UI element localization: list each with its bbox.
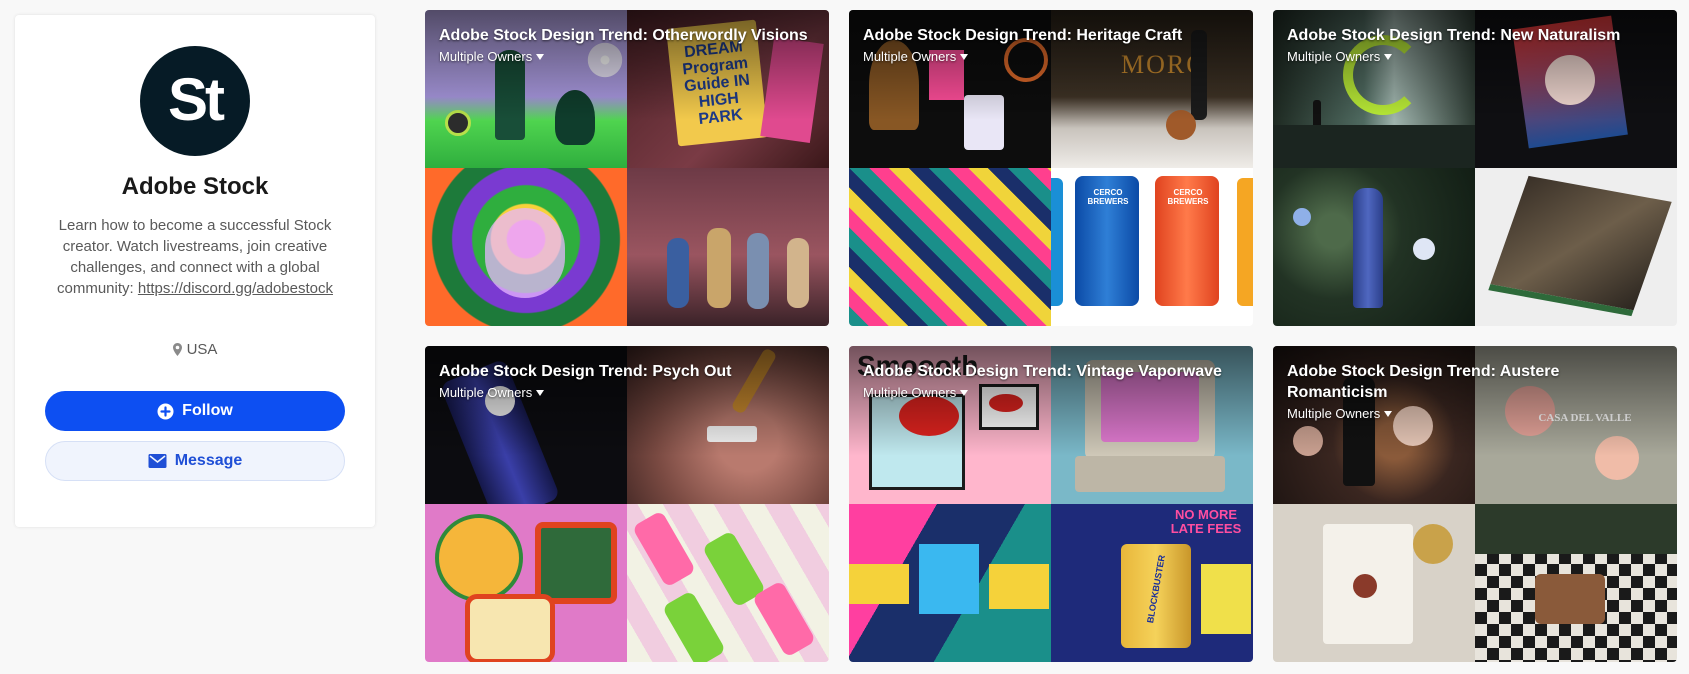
cover-image-dancers (627, 168, 829, 326)
casa-del-valle-text: CASA DEL VALLE (1538, 412, 1632, 424)
owners-dropdown[interactable]: Multiple Owners (1287, 406, 1393, 421)
cover-image-beer-cans: CERCO BREWERS CERCO BREWERS (1051, 168, 1253, 326)
can-left-text: CERCO BREWERS (1087, 188, 1129, 206)
chevron-down-icon (1384, 53, 1393, 60)
project-title[interactable]: Adobe Stock Design Trend: Heritage Craft (863, 27, 1183, 44)
plus-circle-icon (157, 403, 174, 419)
owners-label: Multiple Owners (439, 385, 533, 400)
no-more-late-fees-text: NO MORE LATE FEES (1170, 507, 1242, 536)
project-title[interactable]: Adobe Stock Design Trend: Psych Out (439, 363, 732, 380)
project-card[interactable]: Adobe Stock Design Trend: Psych Out Mult… (425, 346, 829, 662)
project-card[interactable]: DREAM Program Guide IN HIGH PARK Adobe S… (425, 10, 829, 326)
location: USA (15, 341, 375, 358)
cover-image-psychedelic-face (425, 168, 627, 326)
cover-image-retro-coasters (425, 504, 627, 662)
cover-image-green-pink-cans (627, 504, 829, 662)
cover-image-book (1475, 168, 1677, 326)
project-title[interactable]: Adobe Stock Design Trend: Austere Romant… (1287, 363, 1560, 401)
project-card[interactable]: Adobe Stock Design Trend: New Naturalism… (1273, 10, 1677, 326)
project-card[interactable]: MORO CERCO BREWERS CERCO BREWERS Adobe S… (849, 10, 1253, 326)
project-title[interactable]: Adobe Stock Design Trend: New Naturalism (1287, 27, 1621, 44)
chevron-down-icon (536, 389, 545, 396)
project-card[interactable]: CASA DEL VALLE Adobe Stock Design Trend:… (1273, 346, 1677, 662)
owners-label: Multiple Owners (1287, 49, 1381, 64)
owners-label: Multiple Owners (439, 49, 533, 64)
profile-bio: Learn how to become a successful Stock c… (53, 215, 337, 299)
envelope-icon (148, 454, 167, 468)
avatar[interactable]: St (140, 46, 250, 156)
profile-name[interactable]: Adobe Stock (121, 173, 269, 200)
owners-dropdown[interactable]: Multiple Owners (439, 49, 545, 64)
cover-image-3d-letters (849, 504, 1051, 662)
location-text: USA (186, 341, 218, 358)
cover-image-wedding-invite (1273, 504, 1475, 662)
owners-dropdown[interactable]: Multiple Owners (439, 385, 545, 400)
project-title[interactable]: Adobe Stock Design Trend: Vintage Vaporw… (863, 363, 1222, 380)
message-label: Message (174, 452, 243, 469)
avatar-logo-text: St (168, 65, 225, 133)
owners-label: Multiple Owners (1287, 406, 1381, 421)
project-title[interactable]: Adobe Stock Design Trend: Otherwordly Vi… (439, 27, 808, 44)
discord-link[interactable]: https://discord.gg/adobestock (137, 280, 333, 297)
chevron-down-icon (960, 389, 969, 396)
chevron-down-icon (1384, 410, 1393, 417)
chevron-down-icon (536, 53, 545, 60)
map-pin-icon (172, 343, 182, 356)
dream-poster-text: DREAM Program Guide IN HIGH PARK (681, 37, 751, 128)
owners-dropdown[interactable]: Multiple Owners (1287, 49, 1393, 64)
message-button[interactable]: Message (45, 441, 345, 481)
bio-text: Learn how to become a successful Stock c… (57, 217, 332, 297)
chevron-down-icon (960, 53, 969, 60)
cover-image-vhs-blockbuster: NO MORE LATE FEES BLOCKBUSTER (1051, 504, 1253, 662)
owners-dropdown[interactable]: Multiple Owners (863, 385, 969, 400)
profile-card: St Adobe Stock Learn how to become a suc… (15, 15, 375, 527)
cover-image-checkered-patio (1475, 504, 1677, 662)
cover-image-bottle-flowers (1273, 168, 1475, 326)
owners-label: Multiple Owners (863, 49, 957, 64)
project-card[interactable]: Smoooth NO MORE LATE FEES BLOCKBUSTER Ad… (849, 346, 1253, 662)
follow-label: Follow (182, 402, 233, 419)
follow-button[interactable]: Follow (45, 391, 345, 431)
owners-dropdown[interactable]: Multiple Owners (863, 49, 969, 64)
can-right-text: CERCO BREWERS (1167, 188, 1209, 206)
cover-image-patterned-cards (849, 168, 1051, 326)
owners-label: Multiple Owners (863, 385, 957, 400)
